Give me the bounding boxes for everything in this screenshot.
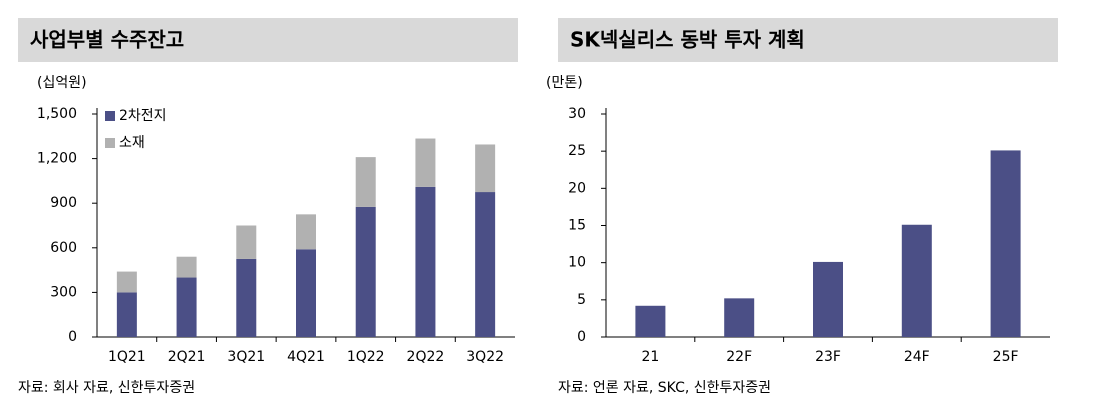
y-tick-label: 30 — [568, 106, 586, 122]
y-tick-label: 15 — [568, 218, 586, 234]
y-axis-unit: (만톤) — [546, 75, 583, 91]
bar-segment — [415, 186, 436, 337]
source-note: 자료: 회사 자료, 신한투자증권 — [18, 380, 195, 396]
legend-swatch — [105, 111, 115, 121]
x-tick-label: 1Q21 — [108, 349, 146, 365]
y-tick-label: 0 — [68, 329, 77, 345]
y-axis-unit: (십억원) — [37, 75, 87, 91]
y-tick-label: 1,500 — [37, 106, 77, 122]
legend-label: 소재 — [119, 135, 145, 151]
y-tick-label: 10 — [568, 255, 586, 271]
bar-segment — [415, 138, 436, 187]
x-tick-label: 23F — [815, 349, 841, 365]
title-bar — [558, 18, 1058, 62]
bar — [813, 261, 843, 337]
x-tick-label: 2Q22 — [407, 349, 445, 365]
bar-segment — [475, 144, 496, 193]
bar-segment — [296, 249, 316, 337]
legend-label: 2차전지 — [119, 108, 167, 124]
x-tick-label: 24F — [904, 349, 930, 365]
chart-title: SK넥실리스 동박 투자 계획 — [570, 28, 805, 52]
x-tick-label: 3Q21 — [227, 349, 265, 365]
x-tick-label: 4Q21 — [287, 349, 325, 365]
bar-segment — [176, 256, 197, 278]
bar-segment — [355, 157, 376, 207]
bar-segment — [475, 192, 496, 337]
bar-segment — [116, 292, 137, 337]
chart-title: 사업부별 수주잔고 — [30, 28, 184, 52]
bar — [901, 224, 932, 337]
y-tick-label: 900 — [50, 195, 77, 211]
bar-segment — [355, 206, 376, 337]
bar — [724, 298, 755, 337]
bar — [635, 305, 666, 337]
x-tick-label: 21 — [641, 349, 659, 365]
y-tick-label: 1,200 — [37, 151, 77, 167]
x-tick-label: 2Q21 — [168, 349, 206, 365]
source-note: 자료: 언론 자료, SKC, 신한투자증권 — [558, 380, 771, 396]
bar-segment — [116, 271, 137, 293]
y-tick-label: 600 — [50, 240, 77, 256]
y-tick-label: 20 — [568, 180, 586, 196]
bar-segment — [236, 258, 257, 337]
x-tick-label: 22F — [726, 349, 752, 365]
x-tick-label: 1Q22 — [347, 349, 385, 365]
legend-swatch — [105, 138, 115, 148]
bar-segment — [236, 225, 257, 259]
y-tick-label: 300 — [50, 284, 77, 300]
y-tick-label: 25 — [568, 143, 586, 159]
y-tick-label: 5 — [577, 292, 586, 308]
title-bar — [18, 18, 518, 62]
x-tick-label: 3Q22 — [466, 349, 504, 365]
y-tick-label: 0 — [577, 329, 586, 345]
x-tick-label: 25F — [993, 349, 1019, 365]
bar-segment — [176, 277, 197, 337]
bar-segment — [296, 214, 316, 250]
bar — [990, 150, 1021, 337]
